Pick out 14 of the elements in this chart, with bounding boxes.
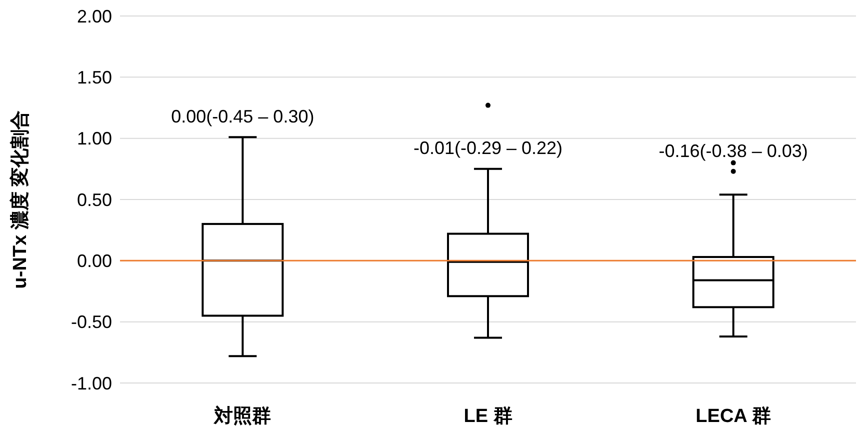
y-tick-label: 0.50 <box>76 190 112 210</box>
x-tick-label: 対照群 <box>213 405 272 427</box>
y-axis-title: u-NTx 濃度 変化割合 <box>9 110 31 289</box>
y-tick-label: -1.00 <box>70 373 112 394</box>
y-tick-label: 0.00 <box>76 250 112 271</box>
annotation: -0.01(-0.29 – 0.22) <box>413 138 563 158</box>
x-tick-label: LECA 群 <box>696 406 771 427</box>
y-tick-label: 2.00 <box>76 6 112 26</box>
annotation: -0.16(-0.38 – 0.03) <box>658 141 808 162</box>
y-tick-label: 1.50 <box>76 67 112 88</box>
y-tick-label: -0.50 <box>70 312 112 332</box>
annotation: 0.00(-0.45 – 0.30) <box>171 106 314 126</box>
x-tick-label: LE 群 <box>464 406 512 427</box>
y-tick-label: 1.00 <box>76 128 112 149</box>
